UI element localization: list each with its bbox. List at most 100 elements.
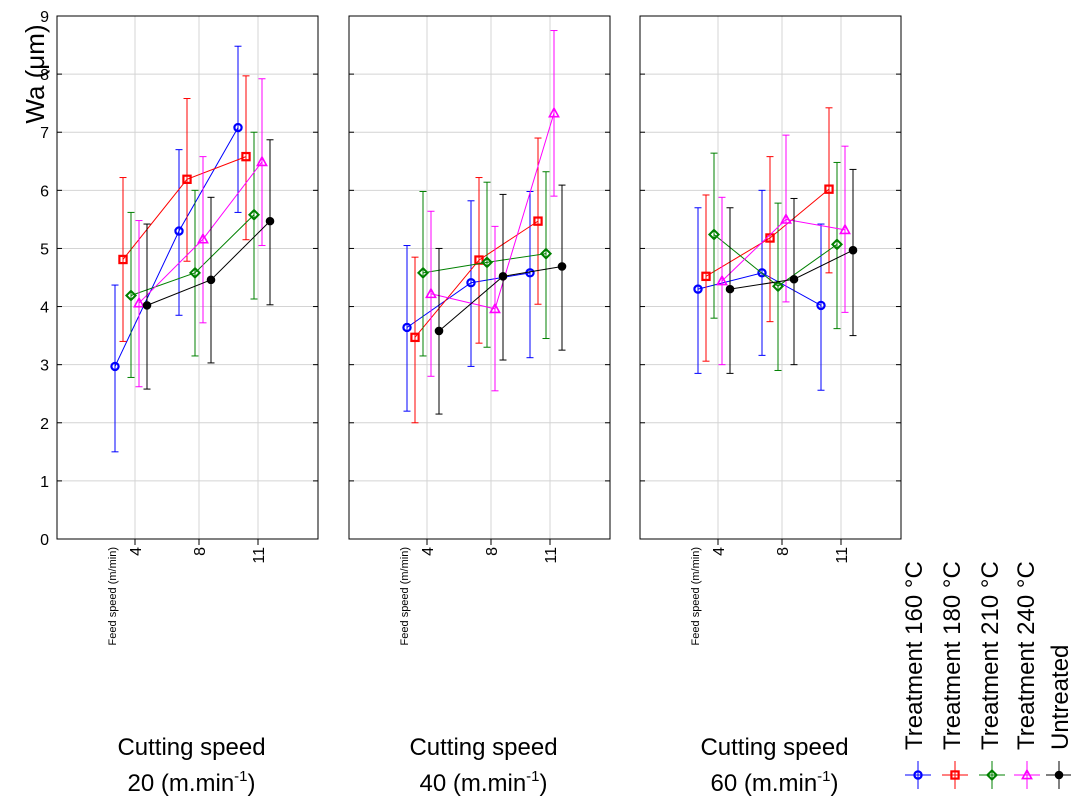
legend-label: Treatment 180 °C [939, 561, 966, 750]
panel-unit-exponent: -1 [526, 768, 539, 785]
series-diamond [707, 152, 844, 371]
series-line [697, 272, 822, 306]
panel-unit: (m.min [737, 770, 817, 797]
panel-unit-close: ) [540, 770, 548, 797]
panel-40: 4 8 11 Feed speed (m/min) Cutting speed 40 (m… [348, 15, 611, 797]
data-point [402, 322, 412, 333]
data-point [848, 245, 858, 255]
series-line [721, 218, 846, 282]
series-line [705, 188, 830, 277]
panel-title: Cutting speed [700, 734, 848, 761]
panel-speed: 40 [419, 770, 446, 797]
x-axis-title: Feed speed (m/min) [399, 547, 411, 645]
panel-unit-close: ) [831, 770, 839, 797]
legend-marker [950, 770, 960, 780]
data-point [182, 174, 192, 184]
legend-entry: Treatment 180 °C [939, 561, 968, 789]
series-triangle [133, 78, 268, 388]
data-point [707, 228, 721, 241]
data-point [425, 287, 437, 299]
legend-label: Untreated [1047, 645, 1071, 750]
data-point [466, 278, 476, 288]
data-point [142, 301, 152, 310]
series-dot [142, 139, 275, 390]
y-tick-label: 8 [40, 67, 49, 84]
series-dot [434, 184, 567, 415]
x-axis-title: Feed speed (m/min) [107, 547, 119, 645]
y-tick-label: 4 [40, 300, 49, 317]
data-point [434, 326, 444, 336]
series-line [122, 156, 247, 260]
series-circle [110, 45, 243, 453]
data-point [498, 272, 508, 281]
y-tick-label: 7 [40, 125, 49, 142]
data-point [233, 122, 243, 133]
legend-label: Treatment 160 °C [901, 561, 928, 750]
panel-title: Cutting speed [117, 734, 265, 761]
series-diamond [416, 171, 553, 357]
y-tick-label: 9 [40, 9, 49, 26]
panel-unit-exponent: -1 [817, 768, 830, 785]
panel-speed: 20 [127, 770, 154, 797]
panel-title: Cutting speed [409, 734, 557, 761]
data-point [410, 332, 420, 343]
data-point [816, 300, 826, 311]
panel-speed: 60 [710, 770, 737, 797]
series-circle [402, 190, 535, 412]
x-tick-label: 8 [192, 547, 209, 556]
series-square [701, 107, 834, 362]
legend: Treatment 160 °C Treatment 180 °C Treatmen… [901, 561, 1071, 789]
legend-marker [1054, 770, 1064, 780]
legend-marker [985, 768, 999, 782]
data-point [118, 254, 128, 265]
data-point [480, 256, 494, 269]
data-point [265, 216, 275, 226]
data-point [197, 232, 209, 244]
y-tick-label: 0 [40, 532, 49, 549]
panel-unit-exponent: -1 [234, 768, 247, 785]
series-diamond [124, 131, 261, 378]
x-tick-label: 4 [128, 547, 145, 556]
x-tick-label: 11 [543, 547, 560, 564]
data-point [133, 296, 145, 308]
panel-subtitle: 20 (m.min-1) [127, 768, 255, 797]
series-line [414, 220, 539, 338]
legend-entry: Untreated [1046, 645, 1071, 789]
data-point [241, 151, 251, 162]
data-point [789, 274, 799, 284]
data-point [188, 266, 202, 279]
data-point [757, 268, 767, 278]
data-point [771, 280, 785, 293]
y-tick-label: 3 [40, 358, 49, 375]
series-line [713, 234, 838, 287]
x-tick-label: 8 [484, 547, 501, 556]
legend-entry: Treatment 210 °C [977, 561, 1005, 789]
y-tick-label: 6 [40, 183, 49, 200]
data-point [124, 289, 138, 302]
data-point [701, 271, 711, 282]
data-point [533, 216, 543, 226]
x-tick-label: 4 [711, 547, 728, 556]
x-tick-label: 11 [834, 547, 851, 564]
data-point [557, 262, 567, 271]
data-point [830, 238, 844, 251]
x-tick-label: 8 [775, 547, 792, 556]
x-tick-label: 4 [420, 547, 437, 556]
data-point [539, 247, 553, 260]
data-point [839, 223, 851, 235]
panel-frame [56, 15, 319, 540]
data-point [489, 302, 501, 314]
panel-frame [639, 15, 902, 540]
panel-unit: (m.min [446, 770, 526, 797]
series-line [114, 127, 239, 367]
data-point [256, 155, 268, 167]
series-line [422, 253, 547, 274]
series-line [430, 112, 555, 310]
data-point [206, 275, 216, 285]
series-line [146, 220, 271, 306]
data-point [693, 284, 703, 294]
data-point [824, 184, 834, 194]
panel-unit: (m.min [154, 770, 234, 797]
panel-60: 4 8 11 Feed speed (m/min) Cutting speed 60 (m… [639, 15, 902, 797]
